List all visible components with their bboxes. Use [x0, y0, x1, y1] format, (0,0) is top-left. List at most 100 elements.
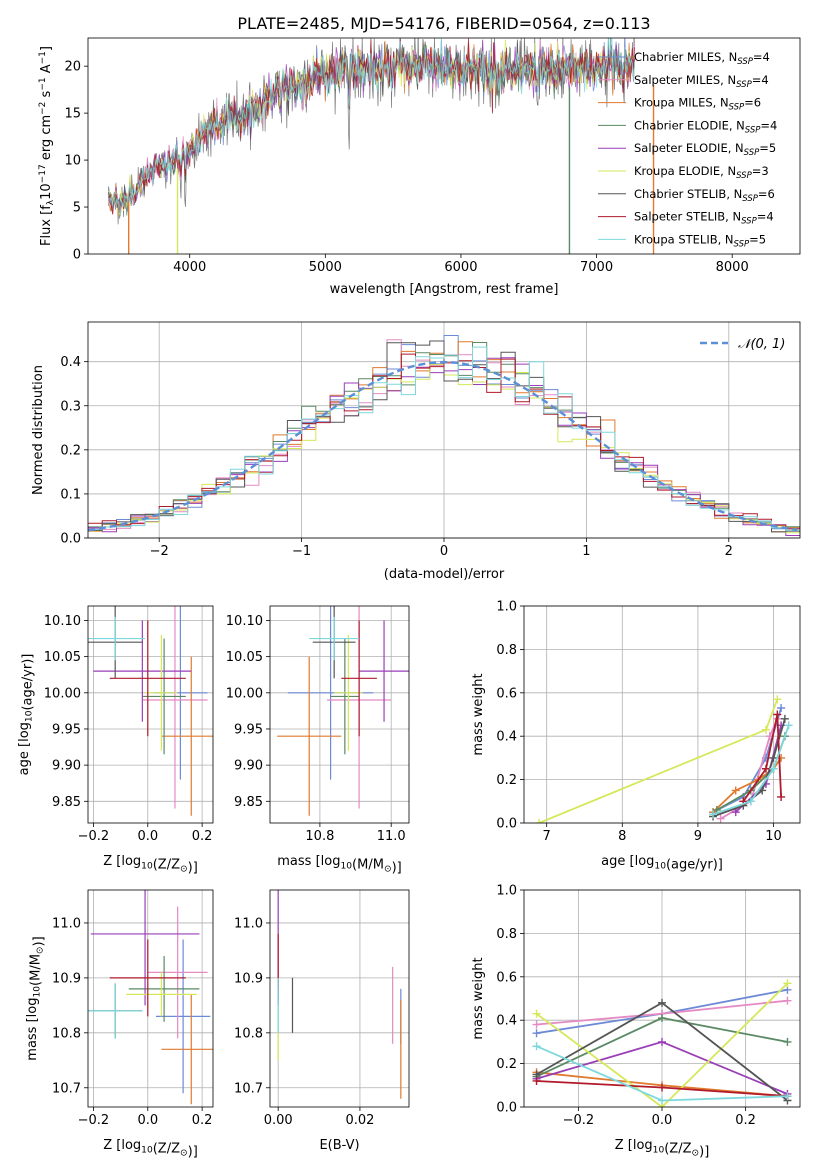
x-tick-label: 10 [765, 829, 782, 844]
y-axis-label-part: Flux [f [39, 205, 54, 246]
data-point-marker [746, 797, 755, 806]
series-line [535, 982, 789, 1107]
x-axis-label-part: )] [188, 861, 198, 876]
y-tick-label: 5 [73, 201, 81, 216]
data-point-marker [784, 721, 793, 730]
legend-entry-text: Chabrier MILES, N [634, 50, 737, 64]
panel-massweight_vs_Z: −0.2 0.0 0.2 0.0 0.2 0.4 0.6 0.8 1.0 Z [log10(Z/Z… [471, 884, 801, 1160]
y-axis-label: mass weight [471, 957, 486, 1039]
data-point-marker [532, 1020, 541, 1029]
axes-frame [269, 605, 410, 824]
y-tick-label: 9.90 [52, 759, 81, 774]
data-point-marker [780, 714, 789, 723]
legend-entry-value: =3 [752, 164, 769, 178]
panel-age_vs_mass: 10.8 11.0 9.85 9.90 9.95 10.00 10.05 10.10 mass … [226, 605, 410, 876]
x-axis-label: (data-model)/error [384, 567, 505, 582]
x-tick-label: 0.02 [345, 1113, 374, 1128]
legend-entry-sub: SSP [745, 125, 761, 135]
legend-entry-sub: SSP [729, 103, 745, 113]
x-tick-label: 0.0 [137, 1113, 158, 1128]
series-line [742, 714, 782, 802]
x-axis-label: mass [log10(M/M⊙)] [277, 854, 401, 876]
y-tick-label: 0.6 [496, 970, 517, 985]
y-tick-label: 0.1 [60, 487, 81, 502]
x-axis-label-part: )] [392, 861, 402, 876]
x-tick-label: 11.0 [377, 829, 406, 844]
plot-area [88, 606, 213, 816]
data-point-marker [658, 1014, 666, 1023]
legend-entry-value: =6 [758, 187, 775, 201]
y-axis-label-part: A [39, 64, 54, 77]
x-tick-label: 10.8 [305, 829, 334, 844]
data-point-marker [783, 996, 792, 1005]
data-point-marker [716, 814, 725, 823]
y-tick-label: 10.8 [234, 1026, 263, 1041]
x-axis-label-part: ⊙ [692, 1149, 700, 1159]
y-tick-label: 15 [64, 107, 81, 122]
x-axis-label-part: (M/M [352, 857, 384, 872]
data-point-marker [777, 792, 786, 801]
x-axis-label: Z [log10(Z/Z⊙)] [103, 1138, 198, 1160]
legend-entry-label: Chabrier STELIB, NSSP=6 [634, 187, 775, 204]
x-tick-label: 2 [725, 544, 733, 559]
y-tick-label: 9.85 [234, 795, 263, 810]
legend-entry-value: =4 [757, 210, 774, 224]
x-axis-label-part: 10 [141, 1145, 153, 1155]
plot-area [107, 38, 655, 254]
x-tick-label: 7 [543, 829, 551, 844]
data-point-marker [777, 703, 786, 712]
x-axis-label-part: 10 [654, 861, 666, 871]
y-tick-label: 9.95 [52, 722, 81, 737]
y-axis-label-part: −17 [38, 164, 48, 183]
y-tick-label: 0.0 [60, 532, 81, 547]
y-tick-label: 0.4 [496, 730, 517, 745]
data-point-marker [783, 1037, 792, 1046]
x-axis-label-part: (Z/Z [153, 857, 180, 872]
legend-entry-value: =5 [749, 232, 766, 246]
data-point-marker [773, 695, 782, 704]
legend-entry-text: Kroupa STELIB, N [634, 232, 734, 246]
data-point-marker [769, 753, 778, 762]
x-tick-label: −1 [292, 544, 311, 559]
y-axis-label-part: 10 [32, 986, 42, 998]
y-tick-label: 9.90 [234, 759, 263, 774]
x-axis-label-part: )] [699, 1145, 709, 1160]
y-axis-label-part: (age/yr)] [20, 654, 35, 711]
x-tick-label: −0.2 [78, 829, 110, 844]
y-axis-label-part: λ [46, 199, 56, 205]
plot-area [277, 890, 402, 1099]
x-axis-label: age [log10(age/yr)] [601, 854, 723, 872]
legend-entry-label: Salpeter ELODIE, NSSP=5 [634, 141, 776, 158]
data-point-marker [532, 1029, 541, 1038]
y-axis-label-part: erg cm [39, 115, 54, 164]
x-tick-label: 9 [694, 829, 702, 844]
data-point-marker [658, 1083, 666, 1092]
y-tick-label: 0.3 [60, 399, 81, 414]
x-axis-label: wavelength [Angstrom, rest frame] [330, 282, 559, 297]
legend-entry-sub: SSP [736, 80, 752, 90]
x-tick-label: 7000 [580, 260, 613, 275]
y-tick-label: 10.10 [44, 614, 81, 629]
data-point-marker [658, 1037, 666, 1046]
x-tick-label: 1 [582, 544, 590, 559]
y-tick-label: 10.00 [226, 686, 263, 701]
y-tick-label: 20 [64, 60, 81, 75]
legend-entry-sub: SSP [734, 239, 750, 249]
legend-entry-text: Kroupa MILES, N [634, 96, 729, 110]
y-axis-label-part: −1 [38, 77, 48, 90]
y-axis-label: mass weight [471, 673, 486, 755]
data-point-marker [761, 725, 770, 734]
y-tick-label: 1.0 [496, 884, 517, 899]
legend-entry-label: Kroupa MILES, NSSP=6 [634, 96, 761, 113]
y-tick-label: 0.0 [496, 817, 517, 832]
y-axis-label: Normed distribution [31, 365, 46, 495]
legend-entry-value: =4 [752, 73, 769, 87]
x-tick-label: −0.2 [563, 1113, 595, 1128]
axes-frame [87, 605, 214, 824]
x-tick-label: 5000 [309, 260, 342, 275]
y-axis-label-part: ⊙ [36, 946, 46, 954]
plot-area [88, 335, 800, 536]
legend-entry-sub: SSP [741, 217, 757, 227]
x-axis-label-part: ⊙ [180, 865, 188, 875]
panel-age_vs_Z: −0.2 0.0 0.2 9.85 9.90 9.95 10.00 10.05 10.10 Z [… [17, 605, 214, 876]
